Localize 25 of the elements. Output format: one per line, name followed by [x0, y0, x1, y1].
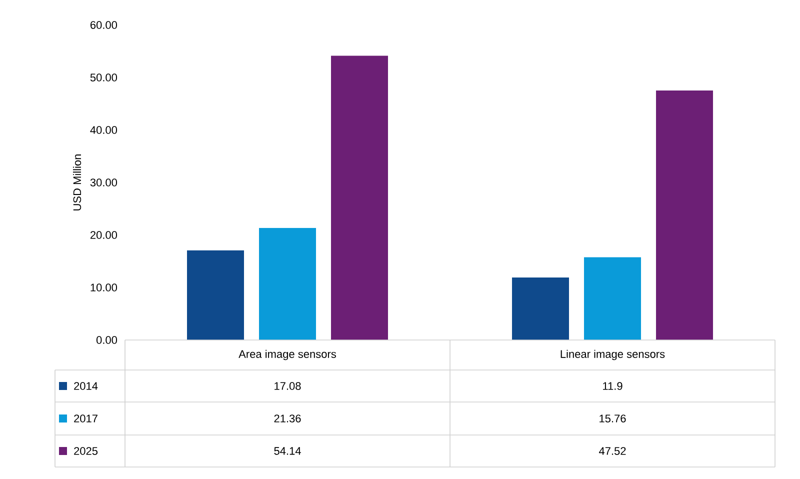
bar — [187, 250, 244, 340]
bar — [259, 228, 316, 340]
legend-label: 2017 — [74, 414, 98, 422]
data-label: 11.9 — [603, 382, 622, 390]
data-label: 17.08 — [274, 382, 301, 390]
data-label: 47.52 — [598, 447, 626, 455]
y-tick-label: 40.00 — [90, 126, 118, 134]
y-tick-label: 0.00 — [96, 336, 118, 344]
bar — [512, 278, 570, 340]
legend-label: 2025 — [74, 447, 98, 455]
bar — [331, 56, 388, 340]
bar — [656, 90, 714, 340]
y-tick-label: 10.00 — [90, 284, 118, 292]
y-axis-title: USD Million — [73, 154, 82, 210]
bar — [584, 257, 642, 340]
y-tick-label: 50.00 — [90, 74, 118, 82]
data-label: 21.36 — [274, 414, 301, 422]
y-tick-label: 30.00 — [90, 178, 118, 186]
data-label: 54.14 — [274, 447, 301, 455]
legend-label: 2014 — [74, 382, 98, 390]
x-tick-label: Linear image sensors — [560, 350, 665, 360]
x-tick-label: Area image sensors — [238, 350, 336, 360]
data-label: 15.76 — [600, 414, 626, 422]
y-tick-label: 60.00 — [90, 21, 118, 29]
y-tick-label: 20.00 — [90, 231, 118, 239]
